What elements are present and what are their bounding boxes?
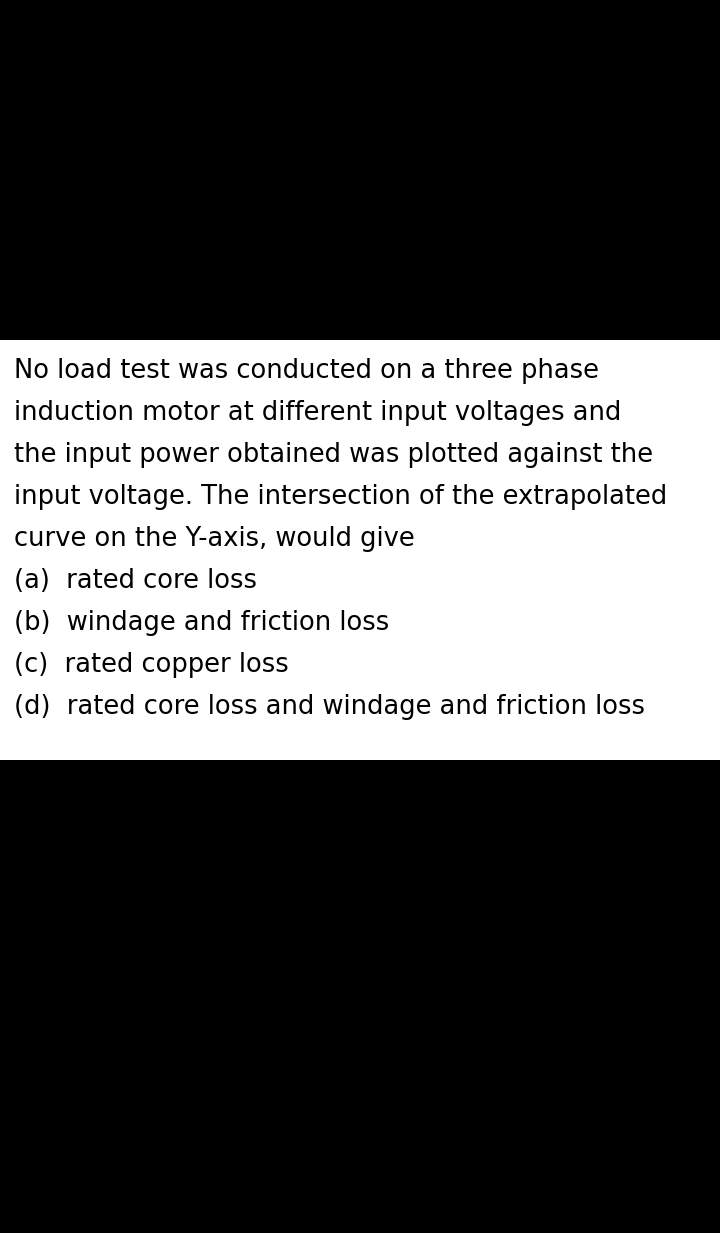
Text: No load test was conducted on a three phase: No load test was conducted on a three ph… bbox=[14, 358, 599, 383]
Text: (b)  windage and friction loss: (b) windage and friction loss bbox=[14, 610, 390, 636]
Text: the input power obtained was plotted against the: the input power obtained was plotted aga… bbox=[14, 441, 653, 469]
Text: induction motor at different input voltages and: induction motor at different input volta… bbox=[14, 399, 621, 425]
Bar bbox=[0, 340, 720, 760]
Text: (c)  rated copper loss: (c) rated copper loss bbox=[14, 652, 289, 678]
Text: (a)  rated core loss: (a) rated core loss bbox=[14, 568, 257, 594]
Text: curve on the Y-axis, would give: curve on the Y-axis, would give bbox=[14, 526, 415, 552]
Text: input voltage. The intersection of the extrapolated: input voltage. The intersection of the e… bbox=[14, 485, 667, 510]
Text: (d)  rated core loss and windage and friction loss: (d) rated core loss and windage and fric… bbox=[14, 694, 645, 720]
